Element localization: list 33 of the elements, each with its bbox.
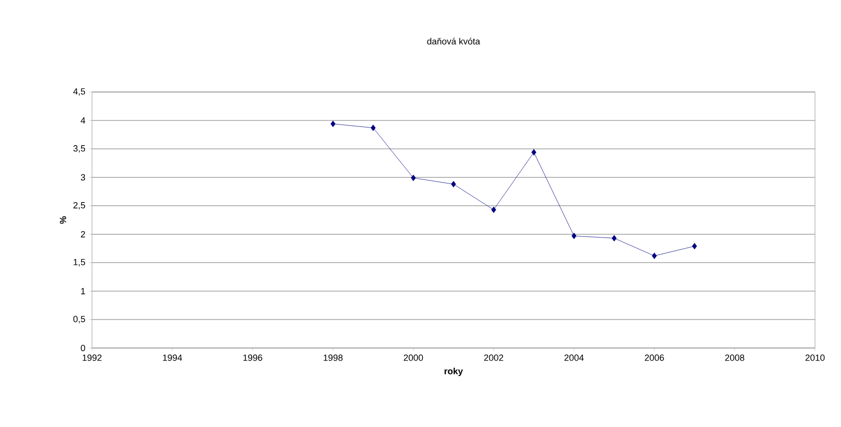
- x-tick-label: 2006: [644, 354, 664, 361]
- point: [652, 252, 657, 260]
- point: [692, 242, 697, 250]
- point: [370, 124, 376, 132]
- y-axis-title: %: [60, 216, 66, 224]
- y-tick-label: 0: [80, 344, 86, 352]
- y-tick-label: 3,5: [73, 145, 86, 153]
- y-tick-label: 0,5: [73, 316, 86, 324]
- point: [572, 232, 576, 240]
- x-tick-label: 1992: [82, 354, 102, 361]
- x-tick-label: 2010: [805, 354, 825, 361]
- y-tick-label: 3: [80, 174, 86, 181]
- x-tick-label: 1996: [243, 354, 262, 361]
- y-tick-label: 4: [80, 117, 86, 124]
- x-axis-title: roky: [444, 368, 463, 376]
- chart-title: daňová kvóta: [427, 38, 480, 45]
- x-tick-label: 1994: [163, 354, 182, 361]
- point: [330, 120, 336, 128]
- x-tick-label: 2004: [564, 354, 584, 361]
- point: [531, 149, 536, 156]
- x-tick-label: 1998: [324, 354, 343, 361]
- y-tick-label: 2: [80, 231, 86, 238]
- point: [612, 235, 617, 242]
- y-tick-label: 4,5: [73, 88, 86, 96]
- y-tick-label: 1: [81, 288, 86, 294]
- y-tick-label: 2,5: [73, 202, 86, 210]
- x-tick-label: 2008: [725, 354, 744, 361]
- point: [491, 206, 496, 213]
- point: [451, 180, 456, 188]
- y-tick-label: 1,5: [74, 259, 86, 266]
- x-tick-label: 2000: [404, 354, 423, 361]
- x-tick-label: 2002: [484, 354, 504, 361]
- point: [410, 174, 416, 182]
